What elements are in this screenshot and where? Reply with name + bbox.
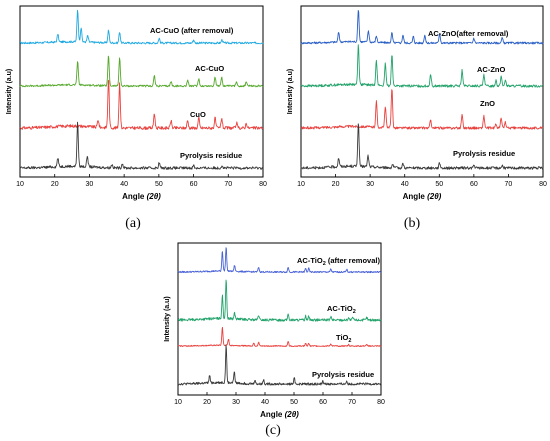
y-axis-label: Intensity (a.u) (164, 296, 171, 342)
x-tick-label: 10 (174, 399, 182, 406)
x-tick-label: 50 (290, 399, 298, 406)
series-label-0: AC-TiO2 (after removal) (297, 256, 380, 267)
x-tick-label: 40 (120, 181, 128, 188)
panel-caption: (b) (404, 216, 421, 231)
x-tick-label: 40 (401, 181, 409, 188)
series-line-2 (300, 89, 544, 130)
series-line-2 (177, 326, 382, 347)
panel-caption: (a) (125, 216, 141, 231)
xrd-panel-1: 10 20 30 40 50 60 70 80 Angle (2θ) Intensity (a.u… (287, 5, 547, 231)
x-tick-label: 10 (16, 181, 24, 188)
series-line-2 (19, 80, 264, 130)
series-line-3 (177, 344, 382, 386)
x-tick-label: 40 (261, 399, 269, 406)
x-tick-label: 20 (51, 181, 59, 188)
series-label-1: AC-TiO2 (327, 304, 356, 315)
series-label-0: AC-ZnO(after removal) (428, 29, 509, 38)
series-label-0: AC-CuO (after removal) (150, 26, 234, 35)
x-tick-label: 50 (435, 181, 443, 188)
series-label-3: Pyrolysis residue (312, 370, 374, 379)
series-line-3 (19, 121, 264, 170)
xrd-panel-0: 10 20 30 40 50 60 70 80 Angle (2θ) Intensity (a.u… (6, 5, 267, 231)
y-axis-label: Intensity (a.u) (287, 69, 294, 115)
series-label-1: AC-ZnO (477, 65, 505, 74)
panel-caption: (c) (265, 423, 281, 438)
series-line-0 (177, 247, 382, 274)
plot-frame (177, 242, 382, 396)
y-axis-label: Intensity (a.u) (6, 69, 13, 115)
x-tick-label: 20 (203, 399, 211, 406)
x-tick-label: 50 (155, 181, 163, 188)
x-tick-label: 70 (505, 181, 513, 188)
x-tick-label: 10 (297, 181, 305, 188)
series-label-1: AC-CuO (195, 64, 224, 73)
x-tick-label: 70 (348, 399, 356, 406)
x-tick-label: 60 (470, 181, 478, 188)
x-tick-label: 60 (190, 181, 198, 188)
x-axis-label: Angle (2θ) (260, 410, 299, 419)
series-label-3: Pyrolysis residue (180, 151, 242, 160)
xrd-panel-2: 10 20 30 40 50 60 70 80 Angle (2θ) Intensity (a.u… (164, 242, 385, 438)
series-line-1 (177, 279, 382, 322)
series-line-0 (300, 10, 544, 45)
series-line-1 (300, 44, 544, 88)
series-label-2: TiO2 (336, 333, 351, 344)
series-label-2: ZnO (480, 99, 495, 108)
x-tick-label: 30 (232, 399, 240, 406)
x-tick-label: 60 (319, 399, 327, 406)
series-line-1 (19, 55, 264, 88)
x-tick-label: 20 (332, 181, 340, 188)
x-tick-label: 30 (86, 181, 94, 188)
series-label-2: CuO (190, 110, 206, 119)
plot-frame (300, 5, 544, 178)
plot-frame (19, 5, 264, 178)
series-line-3 (300, 123, 544, 170)
x-tick-label: 80 (377, 399, 385, 406)
x-tick-label: 30 (366, 181, 374, 188)
x-tick-label: 80 (259, 181, 267, 188)
x-tick-label: 70 (224, 181, 232, 188)
series-label-3: Pyrolysis residue (453, 149, 515, 158)
series-line-0 (19, 9, 264, 45)
x-axis-label: Angle (2θ) (403, 192, 442, 201)
x-tick-label: 80 (539, 181, 547, 188)
x-axis-label: Angle (2θ) (122, 192, 161, 201)
